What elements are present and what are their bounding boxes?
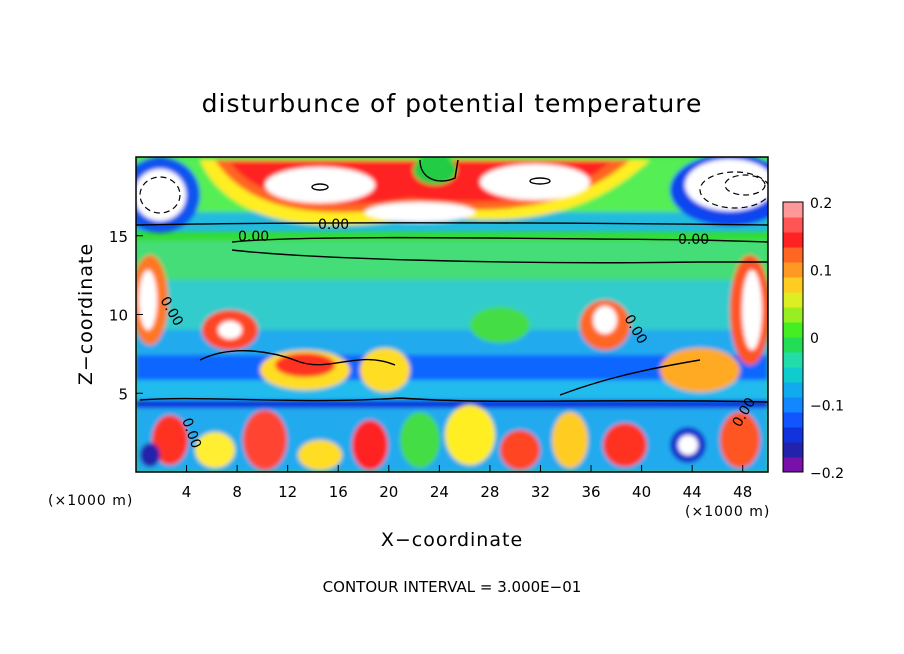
colorbar-cell [783,442,803,458]
colorbar-cell [783,202,803,218]
x-tick-label: 48 [733,483,752,501]
colorbar-cell [783,337,803,353]
x-tick-label: 4 [182,483,192,501]
x-tick-label: 12 [278,483,297,501]
x-tick-label: 32 [531,483,550,501]
y-tick-label: 15 [109,228,128,246]
x-tick-label: 8 [232,483,242,501]
x-tick-label: 16 [329,483,348,501]
colorbar-cell [783,217,803,233]
y-tick-label: 5 [118,385,128,403]
colorbar-cell [783,262,803,278]
contour-label: 0.00 [238,229,269,245]
colorbar-tick-label: −0.1 [810,399,844,415]
colorbar-tick-label: 0.1 [810,264,832,280]
x-unit-left: (×1000 m) [48,493,133,509]
x-axis-ticks: 4 8 12 16 20 24 28 32 36 40 44 48 [182,465,752,501]
colorbar-tick-label: 0.2 [810,196,832,212]
x-tick-label: 36 [581,483,600,501]
colorbar-cell [783,292,803,308]
colorbar-cell [783,397,803,413]
colorbar-cell [783,352,803,368]
x-tick-label: 20 [379,483,398,501]
colorbar: 0.2 0.1 0 −0.1 −0.2 [782,196,844,482]
colorbar-cell [783,412,803,428]
colorbar-cell [783,322,803,338]
colorbar-cell [783,307,803,323]
colorbar-tick-label: 0 [810,331,819,347]
contour-interval-text: CONTOUR INTERVAL = 3.000E−01 [323,578,582,596]
colorbar-cell [783,382,803,398]
heatmap-field [136,157,768,472]
x-axis-label: X−coordinate [381,529,523,551]
x-tick-label: 40 [632,483,651,501]
colorbar-cell [783,457,803,473]
y-axis-ticks: 5 10 15 [109,228,143,403]
y-axis-label: Z−coordinate [75,243,97,385]
colorbar-cell [783,367,803,383]
contour-label: 0.00 [318,217,349,233]
contour-label: 0.00 [678,232,709,248]
colorbar-cell [783,427,803,443]
y-tick-label: 10 [109,307,128,325]
x-tick-label: 44 [683,483,702,501]
x-tick-label: 28 [480,483,499,501]
colorbar-cell [783,232,803,248]
x-tick-label: 24 [430,483,449,501]
colorbar-cell [783,247,803,263]
chart-title: disturbunce of potential temperature [202,89,703,118]
colorbar-cell [783,277,803,293]
colorbar-tick-label: −0.2 [810,466,844,482]
x-unit-right: (×1000 m) [685,504,770,520]
